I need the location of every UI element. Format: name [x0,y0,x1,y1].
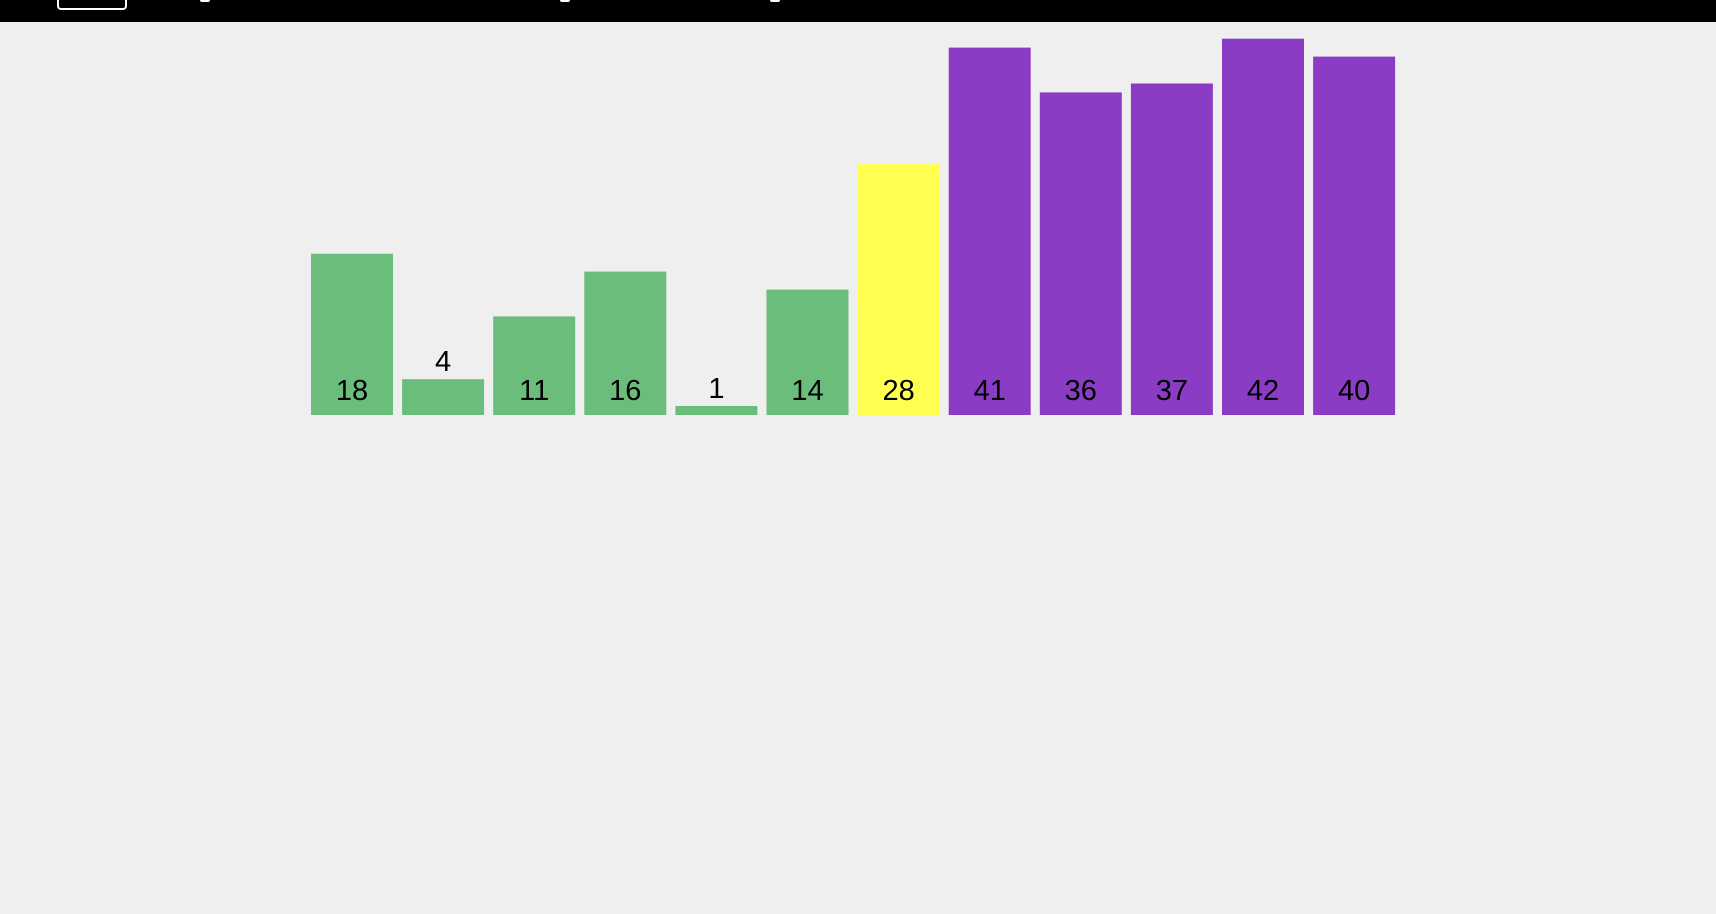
bar-unsorted [311,253,393,415]
toolbar-icon[interactable] [200,0,210,2]
toolbar-button[interactable] [57,0,127,10]
bar-value-label: 41 [974,375,1006,407]
bar-value-label: 4 [435,346,451,378]
bar-value-label: 37 [1156,375,1188,407]
bar-value-label: 42 [1247,375,1279,407]
labels-group: 18 4 11 16 1 14 28 41 36 37 42 40 [336,346,1370,407]
top-toolbar [0,0,1716,22]
visualization-area: 18 4 11 16 1 14 28 41 36 37 42 40 [0,22,1716,914]
bar-sorted [1039,92,1122,416]
bar-value-label: 36 [1065,375,1097,407]
bar-value-label: 16 [609,375,641,407]
bar-pivot [857,164,940,415]
bar-value-label: 18 [336,375,368,407]
bar-unsorted [493,316,576,415]
bar-chart: 18 4 11 16 1 14 28 41 36 37 42 40 [311,38,1396,416]
bars-group [311,38,1396,416]
bar-sorted [1130,83,1213,415]
bar-sorted [1222,38,1304,415]
bar-sorted [1313,56,1396,415]
toolbar-icon[interactable] [560,0,570,2]
bar-value-label: 40 [1338,375,1370,407]
bar-unsorted [402,379,485,415]
bar-value-label: 28 [882,375,914,407]
bar-value-label: 11 [519,375,549,407]
toolbar-icon[interactable] [770,0,780,2]
bar-sorted [948,47,1031,415]
bar-value-label: 1 [708,373,724,405]
bar-value-label: 14 [791,375,823,407]
bar-unsorted [584,271,667,415]
bar-unsorted [766,289,849,415]
bar-unsorted [675,406,758,415]
